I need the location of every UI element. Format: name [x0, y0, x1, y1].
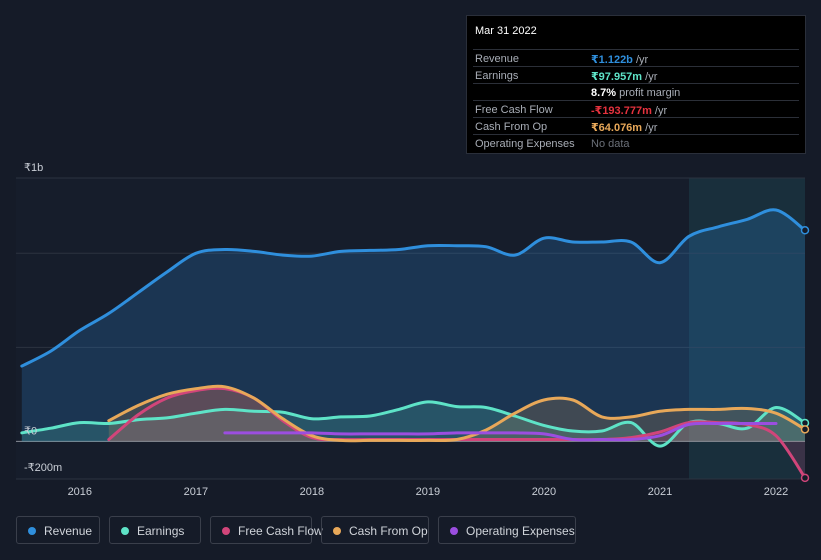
legend-label: Earnings: [137, 524, 185, 538]
x-tick-label: 2019: [416, 486, 440, 498]
legend-dot-icon: [333, 527, 341, 535]
x-tick-label: 2017: [184, 486, 208, 498]
tooltip-row: Operating Expenses No data: [473, 134, 799, 152]
tooltip-panel: Mar 31 2022 Revenue ₹1.122b /yr Earnings ₹9…: [466, 15, 806, 154]
tooltip-row: 8.7% profit margin: [473, 83, 799, 101]
legend-label: Operating Expenses: [466, 524, 575, 538]
legend-dot-icon: [121, 527, 129, 535]
series-endpoint: [800, 473, 810, 483]
tooltip-row: Earnings ₹97.957m /yr: [473, 66, 799, 84]
tooltip-row-value: ₹1.122b /yr: [591, 54, 649, 66]
tooltip-row-label: Cash From Op: [475, 121, 548, 133]
x-tick-label: 2021: [648, 486, 672, 498]
tooltip-date: Mar 31 2022: [475, 25, 537, 37]
tooltip-row: Revenue ₹1.122b /yr: [473, 49, 799, 67]
series-line: [20, 208, 807, 368]
tooltip-row: Free Cash Flow -₹193.777m /yr: [473, 100, 799, 118]
tooltip-row-label: Earnings: [475, 70, 519, 82]
tooltip-row-value: ₹64.076m /yr: [591, 122, 658, 134]
series-area: [21, 209, 806, 442]
tooltip-row-value: -₹193.777m /yr: [591, 105, 668, 117]
series-area: [108, 386, 806, 442]
tooltip-row-value: No data: [591, 138, 630, 150]
y-tick-label: ₹0: [24, 425, 37, 437]
y-tick-label: ₹1b: [24, 162, 43, 174]
tooltip-row-label: Operating Expenses: [475, 138, 575, 150]
tooltip-row: Cash From Op ₹64.076m /yr: [473, 117, 799, 135]
legend-item[interactable]: Earnings: [109, 516, 201, 544]
tooltip-row-value: ₹97.957m /yr: [591, 71, 658, 83]
series-area: [21, 401, 806, 447]
x-tick-label: 2022: [764, 486, 788, 498]
series-line: [20, 400, 807, 448]
legend-label: Free Cash Flow: [238, 524, 323, 538]
x-tick-label: 2020: [532, 486, 556, 498]
tooltip-row-label: Revenue: [475, 53, 520, 65]
tooltip-row-value: 8.7% profit margin: [591, 87, 681, 99]
y-tick-label: -₹200m: [24, 462, 62, 474]
legend-dot-icon: [222, 527, 230, 535]
tooltip-row-label: Free Cash Flow: [475, 104, 553, 116]
x-tick-label: 2016: [68, 486, 92, 498]
series-line: [107, 384, 807, 443]
legend-dot-icon: [28, 527, 36, 535]
legend-item[interactable]: Free Cash Flow: [210, 516, 323, 544]
legend-dot-icon: [450, 527, 458, 535]
legend-label: Cash From Op: [349, 524, 428, 538]
x-tick-label: 2018: [300, 486, 324, 498]
series-endpoint: [800, 226, 810, 235]
legend-label: Revenue: [44, 524, 93, 538]
chart-area: ₹1b ₹0 -₹200m 2016 2017 2018 2019 2020 2021 2022: [16, 162, 810, 498]
series-endpoint: [800, 425, 810, 434]
legend-item[interactable]: Operating Expenses: [438, 516, 576, 544]
legend-item[interactable]: Cash From Op: [321, 516, 429, 544]
series-line: [223, 421, 778, 442]
legend-item[interactable]: Revenue: [16, 516, 100, 544]
